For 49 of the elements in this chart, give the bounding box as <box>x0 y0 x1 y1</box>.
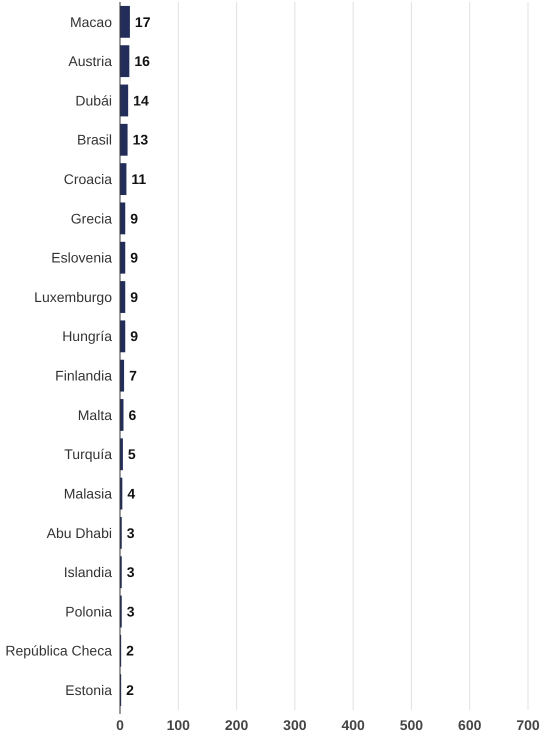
y-tick-label: Grecia <box>70 210 112 226</box>
y-tick-label: Abu Dhabi <box>46 524 112 541</box>
data-label: 14 <box>133 92 149 108</box>
bar <box>120 84 128 116</box>
bar <box>120 6 130 38</box>
data-label: 9 <box>130 250 138 266</box>
data-label: 3 <box>126 564 135 580</box>
x-tick-label: 0 <box>116 717 124 733</box>
data-label: 2 <box>126 642 134 659</box>
data-label: 16 <box>134 53 150 70</box>
data-label: 2 <box>126 682 134 698</box>
x-tick-label: 500 <box>400 717 424 733</box>
y-tick-label: Estonia <box>65 682 112 698</box>
x-tick-label: 400 <box>341 717 366 733</box>
data-label: 9 <box>130 328 138 344</box>
bar <box>120 124 128 156</box>
data-label: 7 <box>129 368 138 384</box>
x-tick-label: 300 <box>283 717 307 733</box>
y-tick-label: Finlandia <box>55 368 112 384</box>
bar <box>120 45 130 78</box>
y-tick-label: Islandia <box>64 564 112 580</box>
data-label: 3 <box>126 603 135 620</box>
data-label: 3 <box>126 524 135 541</box>
data-label: 6 <box>128 406 136 423</box>
data-label: 13 <box>132 132 148 148</box>
y-tick-label: Eslovenia <box>51 250 112 266</box>
x-tick-label: 100 <box>166 717 190 733</box>
x-tick-label: 600 <box>458 717 482 733</box>
y-tick-label: Macao <box>70 14 112 30</box>
data-label: 4 <box>127 485 136 502</box>
y-tick-label: Malasia <box>64 485 112 502</box>
bar <box>120 163 126 196</box>
y-tick-label: Malta <box>78 406 112 423</box>
y-tick-label: Brasil <box>76 132 112 148</box>
y-tick-label: República Checa <box>5 642 112 659</box>
data-label: 17 <box>134 14 151 30</box>
data-label: 11 <box>131 171 146 187</box>
y-tick-label: Austria <box>68 53 112 70</box>
x-tick-label: 200 <box>224 717 248 733</box>
data-label: 5 <box>128 446 136 462</box>
data-label: 9 <box>130 210 138 226</box>
y-tick-label: Luxemburgo <box>34 288 112 305</box>
y-tick-label: Croacia <box>64 171 112 187</box>
y-tick-label: Turquía <box>64 446 112 462</box>
y-tick-label: Hungría <box>62 328 112 344</box>
y-tick-label: Dubái <box>75 92 112 108</box>
y-tick-label: Polonia <box>65 603 112 620</box>
x-tick-label: 700 <box>516 717 540 733</box>
data-label: 9 <box>130 288 138 305</box>
